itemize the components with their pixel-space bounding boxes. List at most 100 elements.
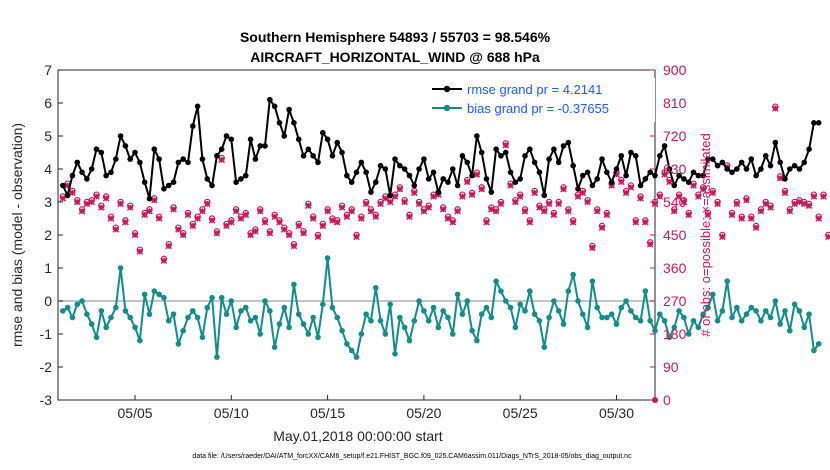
obs-assimilated-point (497, 200, 505, 208)
obs-assimilated-point (805, 202, 813, 209)
obs-assimilated-point (757, 207, 765, 215)
obs-assimilated-point (213, 229, 221, 237)
obs-assimilated-point (415, 200, 423, 208)
rmse-point (459, 153, 466, 159)
y-tick-label: 5 (44, 128, 52, 144)
bias-point (267, 308, 273, 314)
bias-point (647, 318, 653, 324)
bias-point (671, 324, 678, 331)
obs-assimilated-point (593, 207, 601, 215)
rmse-point (589, 182, 596, 189)
obs-assimilated-point (449, 218, 457, 226)
bias-point (363, 311, 369, 318)
rmse-point (170, 179, 177, 185)
bias-point (348, 347, 355, 354)
bias-point (599, 314, 605, 321)
bias-point (156, 291, 162, 298)
obs-assimilated-point (401, 198, 408, 206)
obs-assimilated-point (603, 211, 611, 219)
rmse-point (122, 143, 129, 149)
rmse-point (536, 169, 543, 176)
rmse-point (767, 162, 774, 169)
rmse-point (657, 153, 663, 159)
legend-box (425, 78, 655, 122)
rmse-point (334, 139, 341, 146)
obs-assimilated-point (382, 195, 389, 202)
obs-assimilated-point (430, 193, 437, 200)
obs-assimilated-point (656, 193, 664, 200)
rmse-point (295, 136, 302, 143)
bias-point (112, 304, 119, 311)
bias-point (734, 304, 740, 311)
y-tick-label: 4 (44, 161, 52, 177)
rmse-point (705, 156, 711, 162)
rmse-point (772, 139, 779, 146)
bias-point (522, 308, 528, 314)
rmse-point (300, 153, 307, 159)
rmse-point (527, 146, 533, 152)
rmse-point (555, 159, 562, 166)
obs-assimilated-point (276, 218, 283, 226)
rmse-point (98, 149, 105, 156)
rmse-point (787, 166, 793, 172)
obs-assimilated-point (73, 198, 81, 206)
rmse-point (324, 136, 331, 143)
rmse-point (608, 179, 615, 185)
bias-point (652, 327, 658, 334)
obs-assimilated-point (444, 215, 452, 222)
rmse-point (628, 149, 634, 156)
bias-point (613, 321, 620, 327)
rmse-point (709, 156, 716, 162)
bias-point (657, 311, 663, 318)
rmse-point (498, 153, 504, 159)
bias-point (483, 304, 490, 311)
rmse-point (84, 176, 90, 182)
rmse-point (512, 179, 519, 185)
bias-point (787, 327, 793, 334)
rmse-point (777, 159, 783, 166)
bias-point (88, 321, 95, 327)
obs-assimilated-point (271, 213, 278, 220)
x-tick-label: 05/20 (406, 405, 441, 421)
bias-point (762, 308, 769, 314)
bias-point (204, 304, 211, 311)
obs-assimilated-point (733, 200, 741, 208)
obs-assimilated-point (670, 207, 678, 215)
rmse-point (310, 153, 316, 159)
obs-assimilated-point (800, 200, 808, 208)
bias-point (137, 337, 143, 344)
obs-assimilated-point (367, 207, 375, 215)
rmse-point (618, 153, 625, 159)
rmse-point (464, 159, 471, 166)
bias-point (98, 308, 105, 314)
bias-point (93, 334, 100, 341)
obs-assimilated-point (252, 228, 259, 235)
rmse-point (748, 156, 755, 162)
rmse-point (267, 96, 273, 103)
obs-assimilated-point (507, 182, 514, 189)
obs-assimilated-point (319, 222, 327, 230)
bias-point (392, 351, 398, 357)
obs-assimilated-point (642, 218, 649, 226)
obs-assimilated-point (170, 206, 177, 213)
bias-point (719, 308, 726, 314)
legend-bias-label: bias grand pr = -0.37655 (467, 101, 609, 116)
bias-point (632, 314, 639, 321)
chart-subtitle: AIRCRAFT_HORIZONTAL_WIND @ 688 hPa (250, 49, 540, 65)
bias-point (758, 318, 764, 324)
rmse-point (714, 162, 721, 169)
rmse-point (353, 169, 360, 176)
bias-point (397, 314, 403, 321)
rmse-point (286, 106, 292, 113)
bias-point (507, 304, 514, 311)
rmse-point (637, 182, 644, 189)
obs-assimilated-point (184, 211, 192, 219)
obs-assimilated-point (358, 215, 365, 222)
obs-assimilated-point (228, 218, 235, 226)
rmse-point (445, 179, 451, 185)
obs-assimilated-point (699, 185, 707, 193)
bias-point (666, 334, 673, 341)
bias-point (319, 301, 326, 308)
bias-point (637, 318, 644, 324)
rmse-point (671, 182, 678, 189)
